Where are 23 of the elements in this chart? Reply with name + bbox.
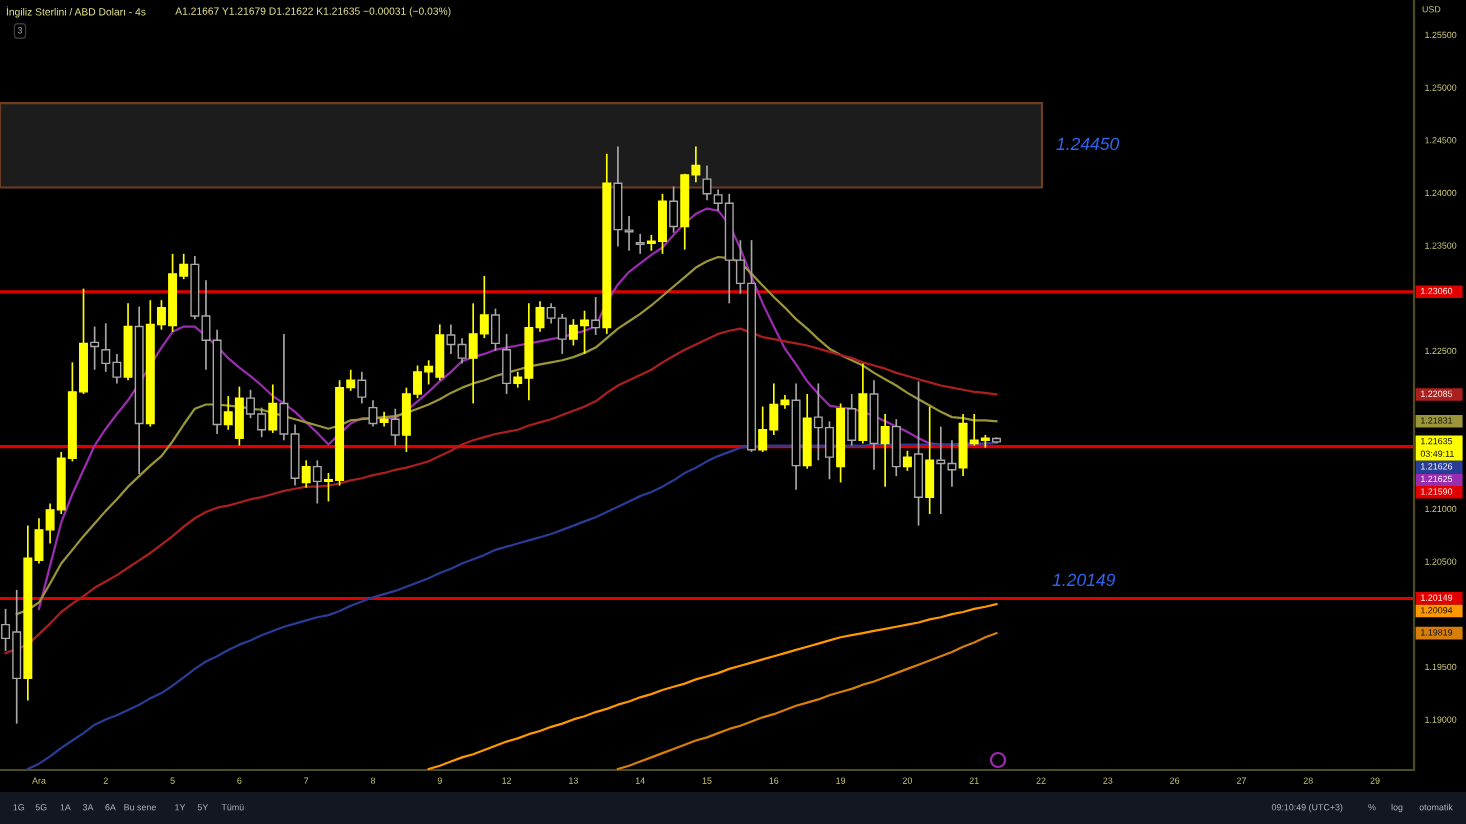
candlestick [669, 185, 679, 234]
candlestick [357, 370, 367, 405]
candlestick [312, 459, 322, 505]
candlestick [268, 383, 278, 434]
line-series [616, 632, 998, 770]
candlestick [90, 325, 100, 371]
band-label: 1.24450 [1056, 137, 1120, 151]
candlestick [847, 393, 857, 447]
candlestick [880, 413, 890, 488]
candlestick [925, 405, 935, 515]
candlestick [902, 449, 912, 472]
candlestick [591, 296, 601, 336]
candlestick [490, 307, 500, 352]
candlestick [891, 418, 901, 477]
candlestick [802, 393, 812, 470]
candlestick [635, 233, 645, 255]
candlestick [858, 362, 868, 445]
annotation: 1.20149 [1052, 573, 1116, 587]
candlestick [301, 459, 311, 489]
candlestick [914, 380, 924, 527]
candlestick [390, 407, 400, 447]
candlestick [502, 333, 512, 395]
line-series [427, 603, 998, 770]
